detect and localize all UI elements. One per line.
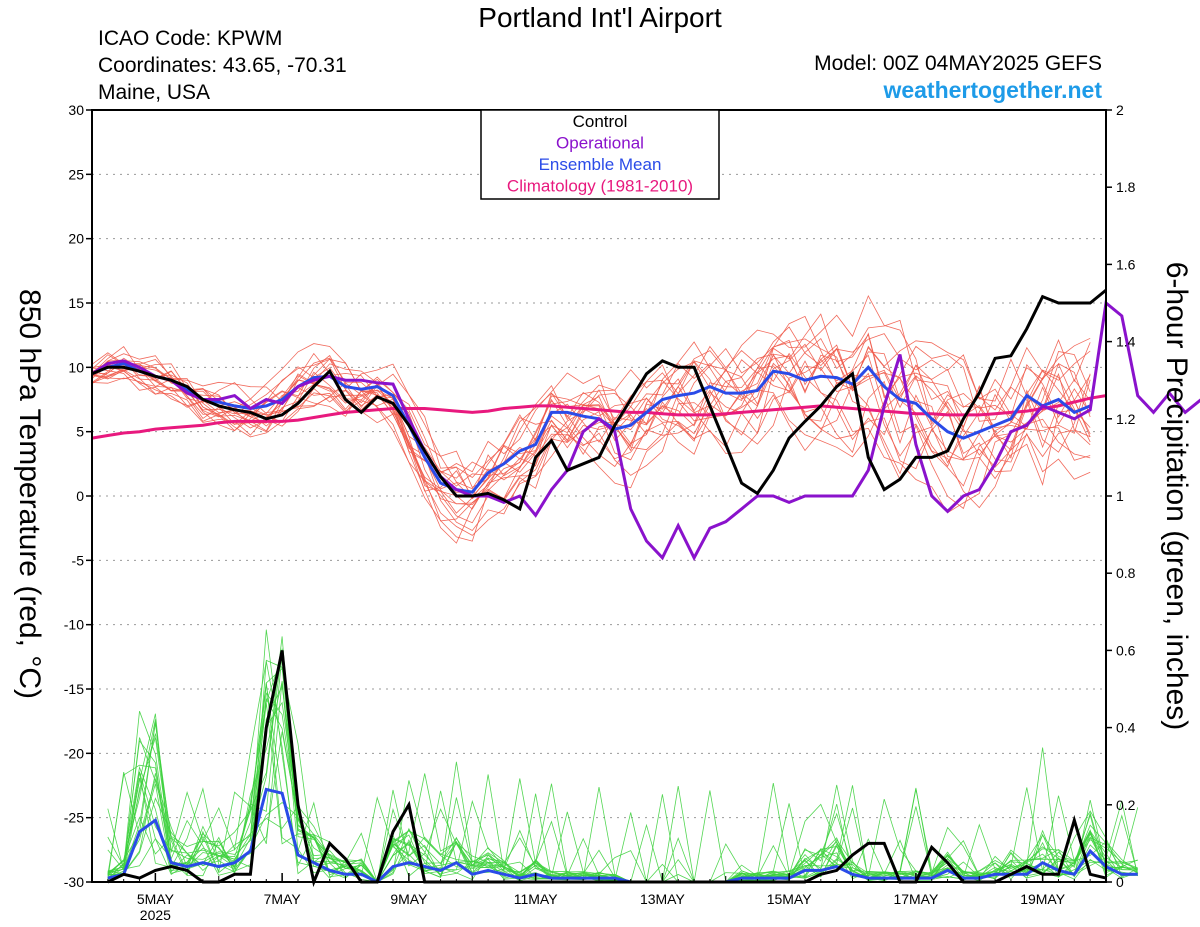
y-right-tick-label: 1.8	[1116, 179, 1136, 195]
temp-member-line	[91, 339, 1091, 479]
x-tick-label: 15MAY	[767, 891, 813, 907]
temp-member-line	[91, 353, 1091, 500]
temp-member-line	[91, 337, 1091, 536]
temp-member-line	[91, 345, 1091, 544]
chart-title: Portland Int'l Airport	[478, 2, 722, 33]
y-left-tick-label: 15	[68, 295, 84, 311]
temp-member-line	[91, 338, 1091, 542]
operational-line	[91, 300, 1200, 562]
y-right-tick-label: 1.6	[1116, 256, 1136, 272]
main-series	[91, 288, 1200, 888]
x-tick-label: 9MAY	[390, 891, 428, 907]
y-left-tick-label: 0	[76, 488, 84, 504]
y-left-tick-label: 30	[68, 102, 84, 118]
temp-member-line	[91, 343, 1091, 500]
axes: 302520151050-5-10-15-20-25-3021.81.61.41…	[64, 102, 1136, 923]
y-right-tick-label: 0.4	[1116, 720, 1136, 736]
x-tick-label: 13MAY	[640, 891, 686, 907]
y-left-tick-label: 20	[68, 231, 84, 247]
y-right-tick-label: 1.2	[1116, 411, 1136, 427]
temp-member-line	[91, 339, 1091, 487]
legend-item-4: Climatology (1981-2010)	[507, 177, 693, 196]
legend-item-2: Operational	[556, 134, 644, 153]
y-right-tick-label: 1	[1116, 488, 1124, 504]
precip-member-line	[107, 702, 1138, 883]
x-tick-label: 5MAY	[137, 891, 175, 907]
temp-member-line	[91, 365, 1091, 509]
legend-item-1: Control	[573, 112, 628, 131]
model-run: Model: 00Z 04MAY2025 GEFS	[814, 52, 1102, 75]
temp-member-line	[91, 354, 1091, 514]
temp-member-line	[91, 345, 1091, 493]
x-tick-label: 19MAY	[1020, 891, 1066, 907]
y-left-tick-label: -20	[64, 745, 84, 761]
y-left-tick-label: 10	[68, 359, 84, 375]
y-axis-right-label: 6-hour Precipitation (green, inches)	[1160, 262, 1193, 731]
temp-member-line	[91, 319, 1091, 474]
y-left-tick-label: -25	[64, 810, 84, 826]
y-axis-left-label: 850 hPa Temperature (red, °C)	[13, 289, 46, 699]
y-right-tick-label: 1.4	[1116, 334, 1136, 350]
region: Maine, USA	[98, 81, 211, 104]
y-right-tick-label: 0	[1116, 874, 1124, 890]
temp-mean-line	[91, 361, 1091, 494]
legend: Control Operational Ensemble Mean Climatolo…	[480, 109, 720, 200]
x-tick-label: 11MAY	[514, 891, 558, 907]
temp-control-line	[91, 288, 1107, 512]
x-tick-sublabel: 2025	[140, 907, 171, 923]
precip-mean-line	[107, 787, 1138, 884]
site-name[interactable]: weathertogether.net	[883, 77, 1102, 103]
coordinates: Coordinates: 43.65, -70.31	[98, 54, 347, 77]
y-left-tick-label: -15	[64, 681, 84, 697]
x-tick-label: 17MAY	[893, 891, 939, 907]
y-right-tick-label: 0.8	[1116, 565, 1136, 581]
x-tick-label: 7MAY	[264, 891, 302, 907]
icao-code: ICAO Code: KPWM	[98, 27, 283, 50]
climatology-line	[91, 394, 1107, 440]
y-right-tick-label: 0.6	[1116, 642, 1136, 658]
y-left-tick-label: 25	[68, 166, 84, 182]
grid-lines	[92, 173, 1106, 819]
temp-member-line	[91, 351, 1091, 506]
legend-box	[480, 109, 720, 200]
y-left-tick-label: -5	[72, 552, 85, 568]
y-left-tick-label: -10	[64, 617, 84, 633]
ensemble-members	[91, 294, 1139, 884]
y-left-tick-label: -30	[64, 874, 84, 890]
y-right-tick-label: 2	[1116, 102, 1124, 118]
y-right-tick-label: 0.2	[1116, 797, 1136, 813]
y-left-tick-label: 5	[76, 424, 84, 440]
legend-item-3: Ensemble Mean	[539, 155, 662, 174]
